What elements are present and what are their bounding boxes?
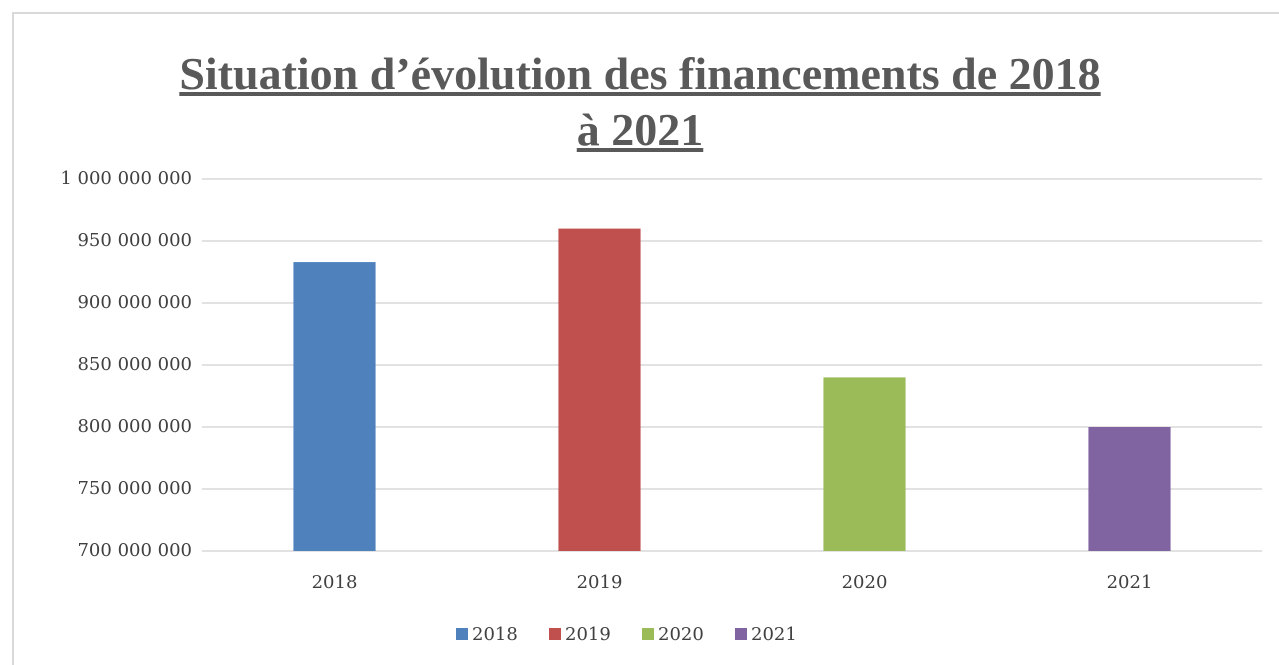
- bar: [558, 228, 641, 551]
- chart-title: Situation d’évolution des financements d…: [179, 48, 1101, 155]
- legend-swatch: [456, 628, 468, 640]
- bar: [823, 377, 906, 551]
- y-tick-label: 700 000 000: [77, 540, 192, 561]
- y-tick-label: 850 000 000: [77, 354, 192, 375]
- legend-label: 2018: [472, 624, 518, 645]
- x-tick-label: 2018: [312, 572, 358, 593]
- x-tick-label: 2021: [1107, 572, 1153, 593]
- bar: [293, 262, 376, 551]
- legend-label: 2020: [658, 624, 704, 645]
- y-tick-label: 950 000 000: [77, 230, 192, 251]
- y-tick-label: 900 000 000: [77, 292, 192, 313]
- bar: [1088, 427, 1171, 551]
- x-tick-label: 2019: [577, 572, 623, 593]
- legend-swatch: [549, 628, 561, 640]
- y-tick-label: 750 000 000: [77, 478, 192, 499]
- legend-label: 2019: [565, 624, 611, 645]
- y-tick-label: 1 000 000 000: [60, 168, 192, 189]
- legend-label: 2021: [751, 624, 797, 645]
- x-tick-label: 2020: [842, 572, 888, 593]
- y-tick-label: 800 000 000: [77, 416, 192, 437]
- legend-swatch: [735, 628, 747, 640]
- chart-frame: [12, 12, 1279, 665]
- legend-swatch: [642, 628, 654, 640]
